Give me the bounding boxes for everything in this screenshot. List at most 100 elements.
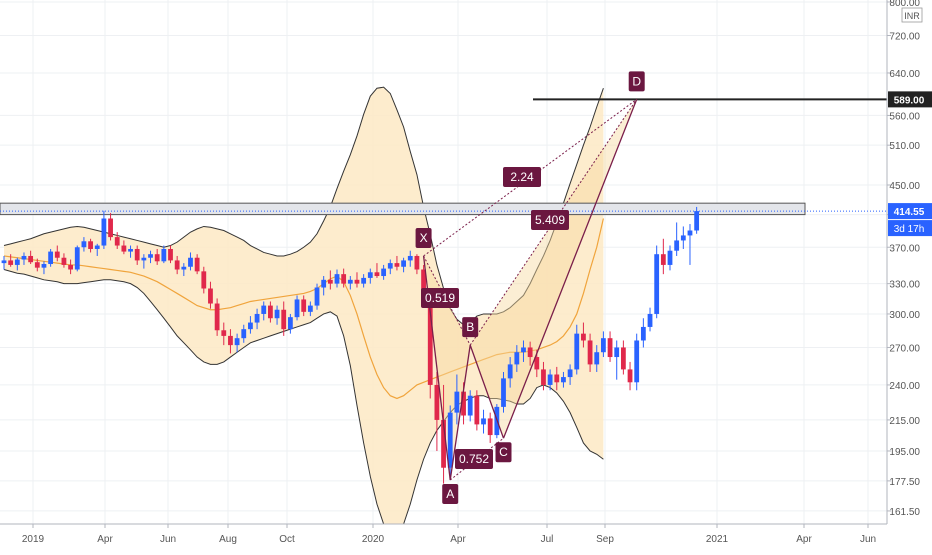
last-price-badge: 414.55 [888, 203, 932, 220]
candle-body [154, 254, 160, 262]
candle [554, 366, 560, 391]
candle [561, 371, 566, 388]
candle-body [287, 317, 293, 330]
candle-body [367, 272, 373, 278]
candle [454, 374, 460, 425]
time-axis-bg [0, 524, 932, 550]
price-tick-label: 270.00 [889, 343, 920, 354]
price-tick-label: 215.00 [889, 416, 920, 427]
candle-body [108, 218, 113, 238]
candle-body [194, 257, 200, 272]
candle-body [514, 352, 520, 365]
candle [501, 371, 506, 413]
candle-body [94, 245, 100, 249]
candle-body [101, 218, 107, 246]
candle [21, 252, 27, 265]
candle-body [581, 333, 586, 341]
candle-body [14, 259, 20, 265]
candle [148, 250, 153, 264]
candle [447, 405, 453, 477]
candle [381, 264, 387, 280]
candle-body [554, 374, 560, 383]
candle-body [81, 241, 87, 248]
time-tick-label: Aug [219, 534, 237, 545]
candle [514, 345, 520, 372]
ratio-label-1-bg [455, 449, 493, 469]
candle-body [128, 248, 133, 252]
candle [694, 206, 700, 234]
candle-body [221, 330, 227, 336]
candle [214, 298, 220, 336]
candle [188, 252, 193, 271]
candle [667, 245, 673, 271]
candle [307, 301, 313, 317]
candle [274, 305, 280, 325]
candle-body [474, 395, 480, 425]
candle [414, 254, 420, 275]
candle [61, 253, 67, 268]
candle [614, 340, 620, 380]
candle-body [607, 338, 613, 358]
candle-body [134, 248, 140, 261]
time-tick-label: Jul [541, 534, 554, 545]
candle [660, 238, 666, 275]
candle [640, 318, 646, 348]
candle-body [454, 391, 460, 413]
candle [354, 272, 360, 288]
candle-body [201, 271, 207, 289]
time-tick-label: 2019 [22, 534, 45, 545]
price-tick-label: 510.00 [889, 141, 920, 152]
candle-body [487, 418, 493, 436]
candle-body [241, 329, 247, 339]
candle [327, 270, 333, 290]
candle [567, 364, 573, 385]
candle [654, 245, 660, 319]
candle-body [174, 260, 180, 270]
candle-body [148, 254, 153, 258]
time-tick-label: Sep [596, 534, 614, 545]
ratio-label-3-bg [531, 210, 569, 230]
bollinger-middle [3, 218, 604, 400]
candle-body [674, 240, 680, 251]
candle-body [74, 247, 80, 270]
candle-body [614, 347, 620, 358]
candle [441, 384, 446, 484]
candle-body [41, 264, 47, 268]
harmonic-pattern: X A B C D 0.519 0.752 2.24 5.409 [415, 71, 645, 504]
candle [347, 276, 353, 290]
candle-body [21, 255, 27, 260]
price-tick-label: 560.00 [889, 111, 920, 122]
candle-body [481, 418, 486, 425]
price-axis-bg [887, 0, 932, 550]
candle-body [121, 245, 127, 252]
candle-body [281, 309, 287, 330]
target-price-badge-text: 589.00 [894, 95, 925, 106]
candle-body [541, 369, 546, 385]
candle-body [347, 279, 353, 284]
candle [28, 250, 34, 265]
price-tick-label: 161.50 [889, 507, 920, 518]
candle-body [334, 274, 340, 284]
candle [541, 361, 546, 391]
candle-body [620, 347, 626, 370]
candle-body [321, 279, 327, 288]
candle [181, 263, 187, 277]
point-label-c-text: C [499, 445, 508, 459]
candle [581, 322, 586, 348]
candle-body [694, 211, 700, 231]
candle [301, 295, 307, 317]
candle-body [527, 347, 533, 358]
candle [194, 254, 200, 275]
candle [594, 345, 600, 372]
price-tick-label: 720.00 [889, 31, 920, 42]
countdown-text: 3d 17h [894, 224, 925, 235]
candle-body [634, 340, 640, 383]
candle-body [414, 255, 420, 270]
candle-body [141, 257, 147, 261]
candle-body [61, 257, 67, 265]
candle-body [521, 347, 526, 353]
currency-label: INR [904, 11, 920, 21]
ratio-label-0-text: 0.519 [425, 291, 455, 305]
